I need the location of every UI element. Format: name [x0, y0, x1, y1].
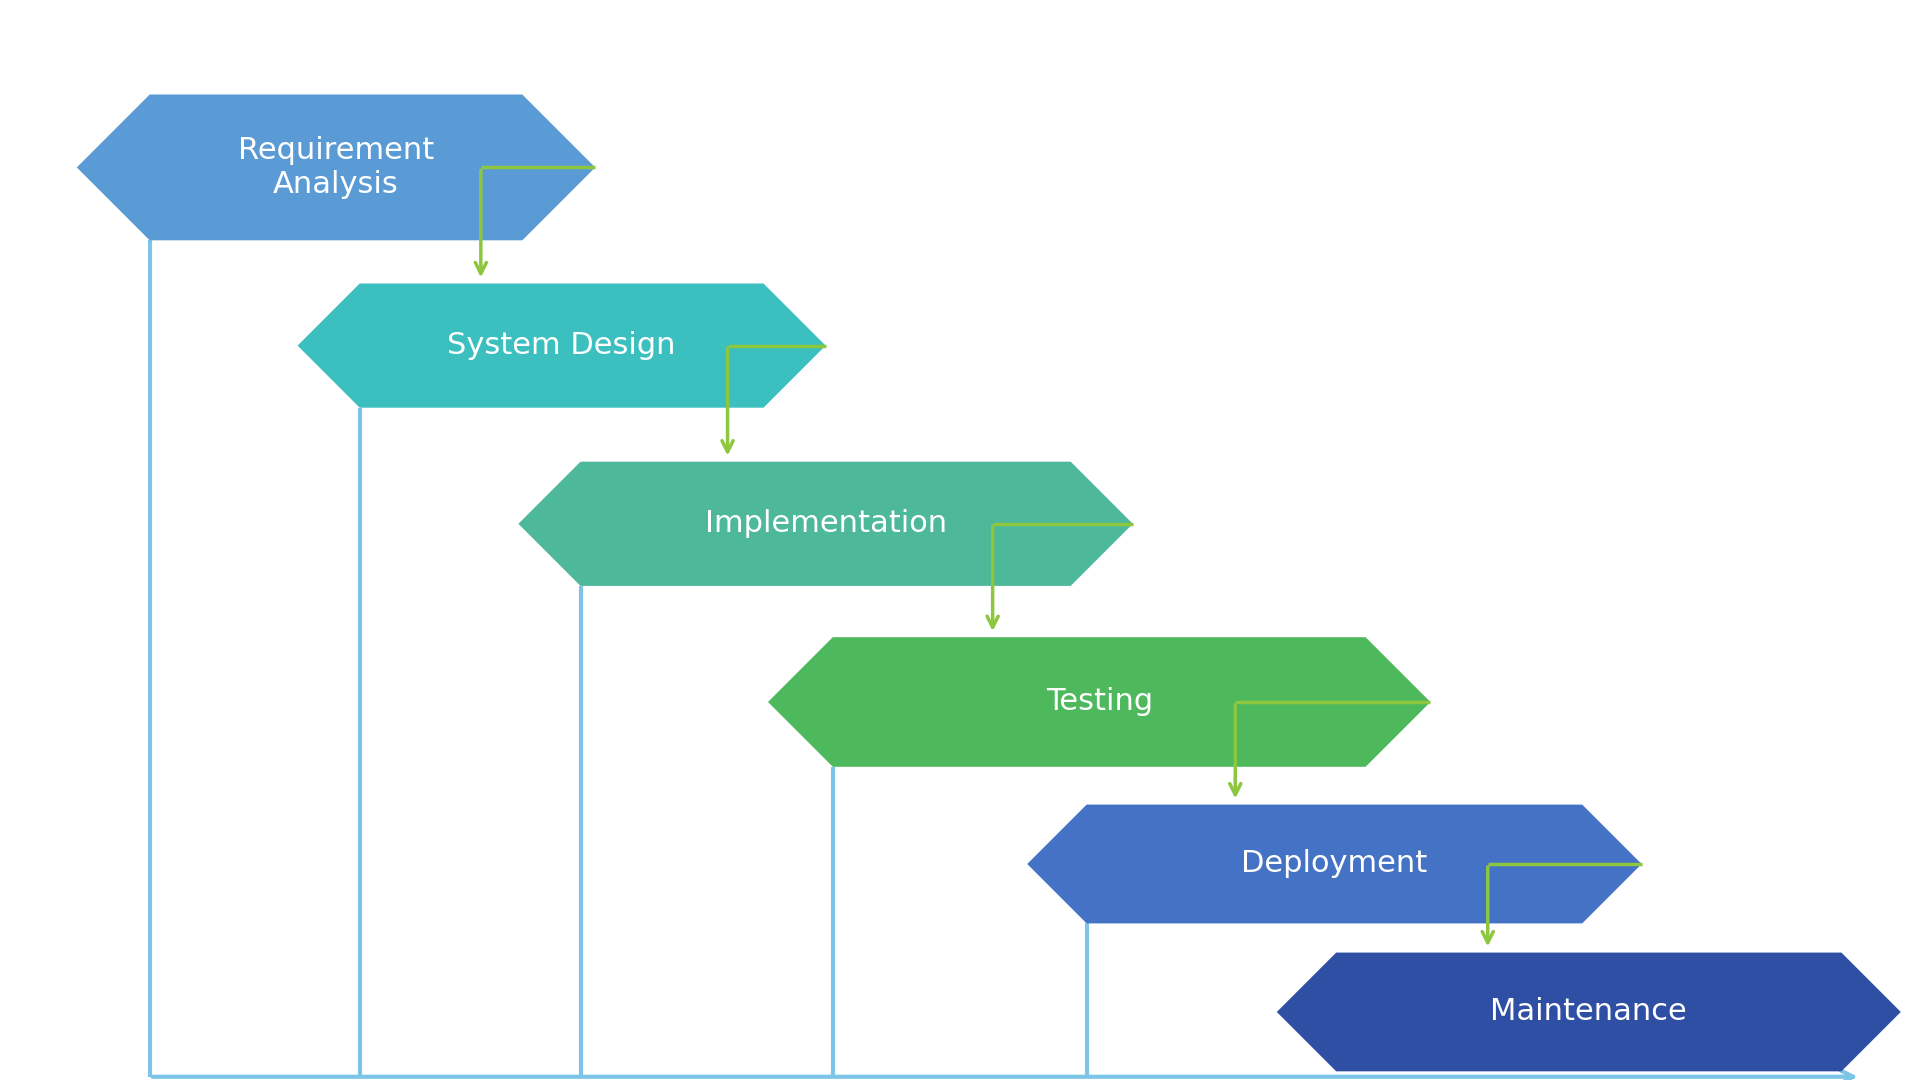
Text: Maintenance: Maintenance [1490, 998, 1688, 1026]
Polygon shape [768, 637, 1430, 767]
Text: Implementation: Implementation [705, 510, 947, 538]
Text: System Design: System Design [447, 332, 676, 360]
Polygon shape [1027, 805, 1642, 923]
Polygon shape [77, 94, 595, 241]
Polygon shape [298, 283, 826, 407]
Polygon shape [1277, 953, 1901, 1071]
Text: Requirement
Analysis: Requirement Analysis [238, 136, 434, 199]
Text: Deployment: Deployment [1240, 850, 1428, 878]
Text: Testing: Testing [1046, 688, 1152, 716]
Polygon shape [518, 462, 1133, 585]
